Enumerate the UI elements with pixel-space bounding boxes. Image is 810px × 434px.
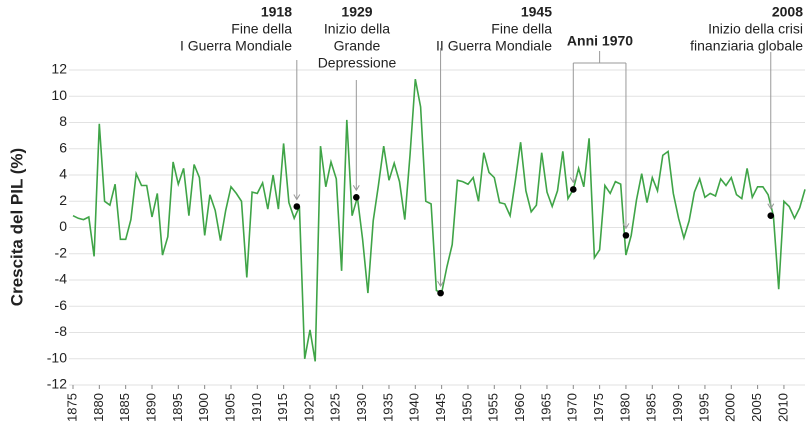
annotation-text: Depressione — [318, 55, 397, 71]
annotation-point — [353, 194, 360, 201]
x-tick-label: 1925 — [328, 393, 343, 422]
x-tick-label: 1955 — [486, 393, 501, 422]
annotation-arrow — [767, 52, 775, 210]
annotation-point — [767, 212, 775, 219]
annotation-text: Fine della — [231, 21, 292, 37]
annotation-point — [569, 186, 577, 193]
x-tick-label: 1915 — [275, 393, 290, 422]
x-tick-label: 1875 — [64, 393, 79, 422]
x-tick-label: 1900 — [196, 393, 211, 422]
y-tick-label: -6 — [55, 297, 68, 313]
x-tick-label: 1910 — [249, 393, 264, 422]
y-tick-label: 12 — [51, 61, 67, 77]
x-tick-label: 1975 — [591, 393, 606, 422]
y-tick-label: -8 — [55, 323, 68, 339]
annotation-text: Inizio della — [324, 21, 390, 37]
y-axis-label: Crescita del PIL (%) — [7, 148, 26, 306]
x-tick-label: 1970 — [565, 393, 580, 422]
annotation-text: Inizio della crisi — [708, 21, 803, 37]
annotation-arrow — [569, 63, 577, 184]
y-tick-label: 8 — [59, 113, 67, 129]
y-tick-label: -2 — [55, 244, 68, 260]
x-tick-label: 1960 — [512, 393, 527, 422]
annotation-title: Anni 1970 — [567, 33, 633, 49]
x-tick-label: 1940 — [407, 393, 422, 422]
y-tick-label: -10 — [47, 349, 67, 365]
x-tick-label: 1930 — [354, 393, 369, 422]
data-line — [72, 79, 806, 362]
x-tick-label: 2010 — [775, 393, 790, 422]
y-tick-label: 4 — [59, 166, 67, 182]
annotation-text: I Guerra Mondiale — [180, 38, 292, 54]
y-tick-label: -4 — [55, 271, 68, 287]
x-tick-label: 1885 — [117, 393, 132, 422]
x-tick-label: 1880 — [91, 393, 106, 422]
annotation-text: Fine della — [491, 21, 552, 37]
annotation-title: 1945 — [521, 4, 552, 20]
y-tick-label: 6 — [59, 139, 67, 155]
y-tick-label: -12 — [47, 376, 67, 392]
annotation-arrow — [622, 63, 630, 230]
x-tick-label: 1965 — [538, 393, 553, 422]
x-tick-label: 1920 — [301, 393, 316, 422]
y-tick-label: 10 — [51, 87, 67, 103]
x-tick-label: 1905 — [222, 393, 237, 422]
annotation-bracket — [573, 51, 626, 64]
annotation-text: II Guerra Mondiale — [436, 38, 552, 54]
x-tick-label: 2005 — [749, 393, 764, 422]
annotation-arrow — [293, 60, 301, 201]
x-tick-label: 1945 — [433, 393, 448, 422]
x-tick-label: 1935 — [380, 393, 395, 422]
annotation-text: finanziaria globale — [690, 38, 803, 54]
x-tick-label: 1990 — [670, 393, 685, 422]
annotation-title: 2008 — [772, 4, 803, 20]
x-tick-label: 1950 — [459, 393, 474, 422]
y-tick-label: 2 — [59, 192, 67, 208]
x-tick-label: 1995 — [696, 393, 711, 422]
x-tick-label: 1985 — [644, 393, 659, 422]
y-tick-label: 0 — [59, 218, 67, 234]
x-tick-label: 1980 — [617, 393, 632, 422]
annotation-title: 1929 — [341, 4, 372, 20]
x-tick-label: 1890 — [143, 393, 158, 422]
annotation-arrow — [437, 48, 445, 288]
annotation-point — [293, 203, 301, 210]
annotation-arrow — [352, 80, 360, 192]
annotation-title: 1918 — [261, 4, 292, 20]
x-tick-label: 1895 — [170, 393, 185, 422]
x-tick-label: 2000 — [723, 393, 738, 422]
annotation-text: Grande — [334, 38, 381, 54]
annotation-point — [622, 232, 630, 239]
annotation-point — [437, 289, 444, 297]
